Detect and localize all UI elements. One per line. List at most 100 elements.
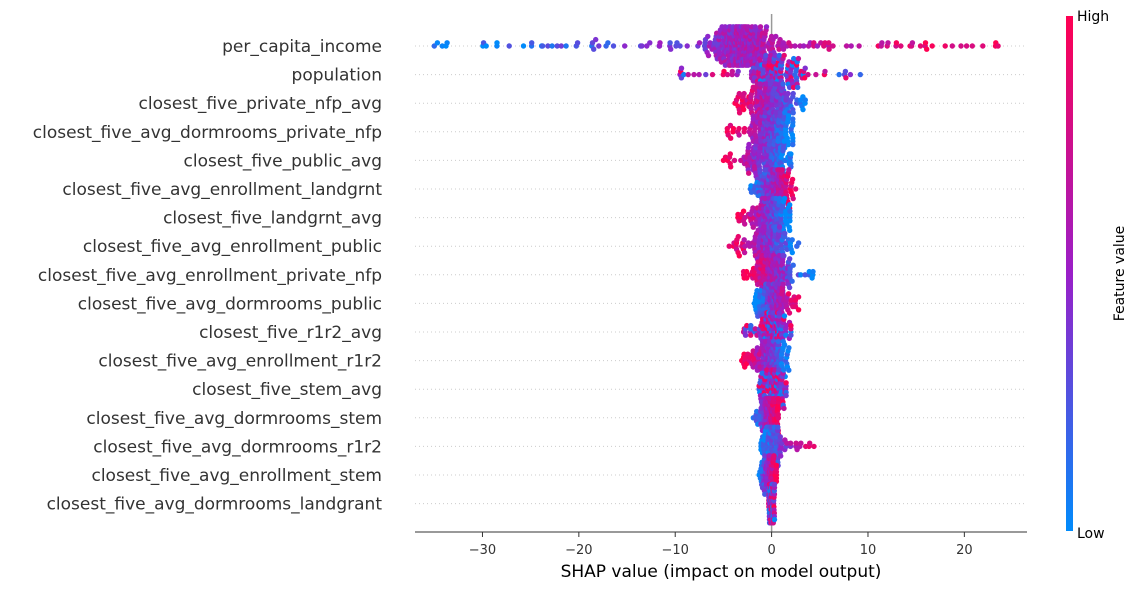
shap-point — [754, 345, 761, 351]
feature-label: closest_five_avg_enrollment_r1r2 — [98, 352, 382, 372]
feature-label: closest_five_avg_enrollment_landgrnt — [62, 180, 382, 200]
shap-point — [790, 90, 796, 97]
shap-point — [563, 43, 569, 49]
colorbar-title: Feature value — [1112, 226, 1128, 322]
shap-point — [898, 43, 904, 49]
shap-point — [802, 272, 808, 278]
shap-point — [762, 109, 769, 116]
shap-point — [795, 294, 802, 300]
shap-point — [909, 40, 916, 46]
shap-point — [759, 370, 765, 376]
shap-point — [784, 440, 790, 446]
shap-point — [798, 440, 804, 446]
shap-point — [826, 46, 832, 52]
shap-point — [822, 68, 828, 75]
shap-point — [772, 367, 778, 373]
shap-point — [750, 116, 757, 122]
shap-point — [922, 40, 929, 46]
x-axis-title: SHAP value (impact on model output) — [561, 562, 882, 582]
shap-point — [776, 52, 782, 59]
shap-point — [762, 167, 768, 173]
shap-point — [781, 341, 788, 348]
shap-point — [696, 71, 702, 78]
shap-point — [741, 237, 747, 243]
shap-point — [777, 109, 783, 116]
shap-point — [736, 110, 743, 116]
x-tick-label: −30 — [469, 543, 496, 558]
row-gridlines — [415, 45, 1027, 505]
shap-point — [879, 40, 885, 46]
shap-point — [843, 43, 850, 49]
feature-labels: per_capita_income population closest_five_… — [33, 37, 383, 515]
shap-point — [790, 195, 796, 202]
feature-label: per_capita_income — [222, 37, 382, 57]
shap-point — [754, 281, 761, 288]
shap-point — [703, 71, 709, 78]
shap-point — [444, 40, 450, 46]
shap-point — [788, 151, 794, 157]
shap-point — [762, 491, 768, 497]
shap-point — [730, 125, 737, 132]
shap-point — [506, 43, 512, 49]
shap-point — [775, 338, 781, 345]
shap-points — [431, 24, 1001, 526]
shap-point — [790, 116, 796, 122]
shap-point — [741, 125, 748, 132]
x-axis: −30 −20 −10 0 10 20 — [415, 531, 1027, 558]
shap-point — [748, 183, 754, 189]
shap-point — [958, 43, 964, 49]
shap-point — [746, 170, 752, 176]
shap-point — [788, 322, 794, 329]
feature-label: closest_five_avg_enrollment_private_nfp — [38, 266, 382, 286]
shap-point — [783, 392, 789, 399]
feature-label: closest_five_avg_enrollment_public — [83, 237, 382, 257]
shap-point — [771, 516, 778, 523]
shap-point — [483, 43, 489, 49]
shap-point — [759, 252, 765, 259]
shap-point — [813, 71, 819, 78]
shap-point — [758, 138, 764, 144]
feature-label: closest_five_avg_enrollment_stem — [91, 466, 382, 486]
shap-point — [790, 141, 796, 148]
shap-point — [736, 90, 742, 97]
shap-point — [549, 43, 555, 49]
shap-point — [750, 205, 756, 211]
shap-point — [942, 43, 948, 49]
shap-point — [722, 62, 729, 68]
shap-point — [792, 43, 798, 49]
shap-point — [800, 106, 806, 113]
shap-point — [793, 440, 799, 446]
shap-point — [814, 43, 821, 49]
shap-point — [742, 332, 749, 338]
shap-point — [520, 43, 527, 49]
shap-point — [777, 434, 783, 440]
feature-label: closest_five_avg_dormrooms_landgrant — [47, 495, 383, 515]
shap-point — [596, 43, 602, 49]
shap-point — [744, 322, 750, 329]
shap-point — [805, 71, 811, 78]
shap-point — [776, 252, 782, 259]
shap-point — [668, 46, 674, 52]
feature-label: closest_five_avg_dormrooms_r1r2 — [93, 437, 382, 457]
shap-point — [731, 157, 738, 164]
shap-point — [750, 224, 756, 230]
shap-point — [785, 113, 792, 119]
shap-point — [791, 55, 797, 62]
shap-point — [545, 43, 551, 49]
shap-point — [762, 453, 768, 459]
shap-point — [785, 141, 792, 148]
shap-point — [772, 81, 779, 87]
shap-point — [721, 68, 727, 75]
shap-point — [667, 40, 673, 46]
shap-point — [772, 52, 778, 59]
shap-point — [793, 186, 799, 192]
shap-point — [741, 249, 748, 256]
x-tick-label: −10 — [662, 543, 689, 558]
feature-label: closest_five_avg_dormrooms_public — [78, 294, 382, 314]
shap-point — [842, 68, 849, 75]
shap-point — [745, 62, 751, 68]
shap-point — [780, 46, 787, 52]
shap-point — [762, 224, 768, 230]
shap-point — [783, 332, 789, 338]
